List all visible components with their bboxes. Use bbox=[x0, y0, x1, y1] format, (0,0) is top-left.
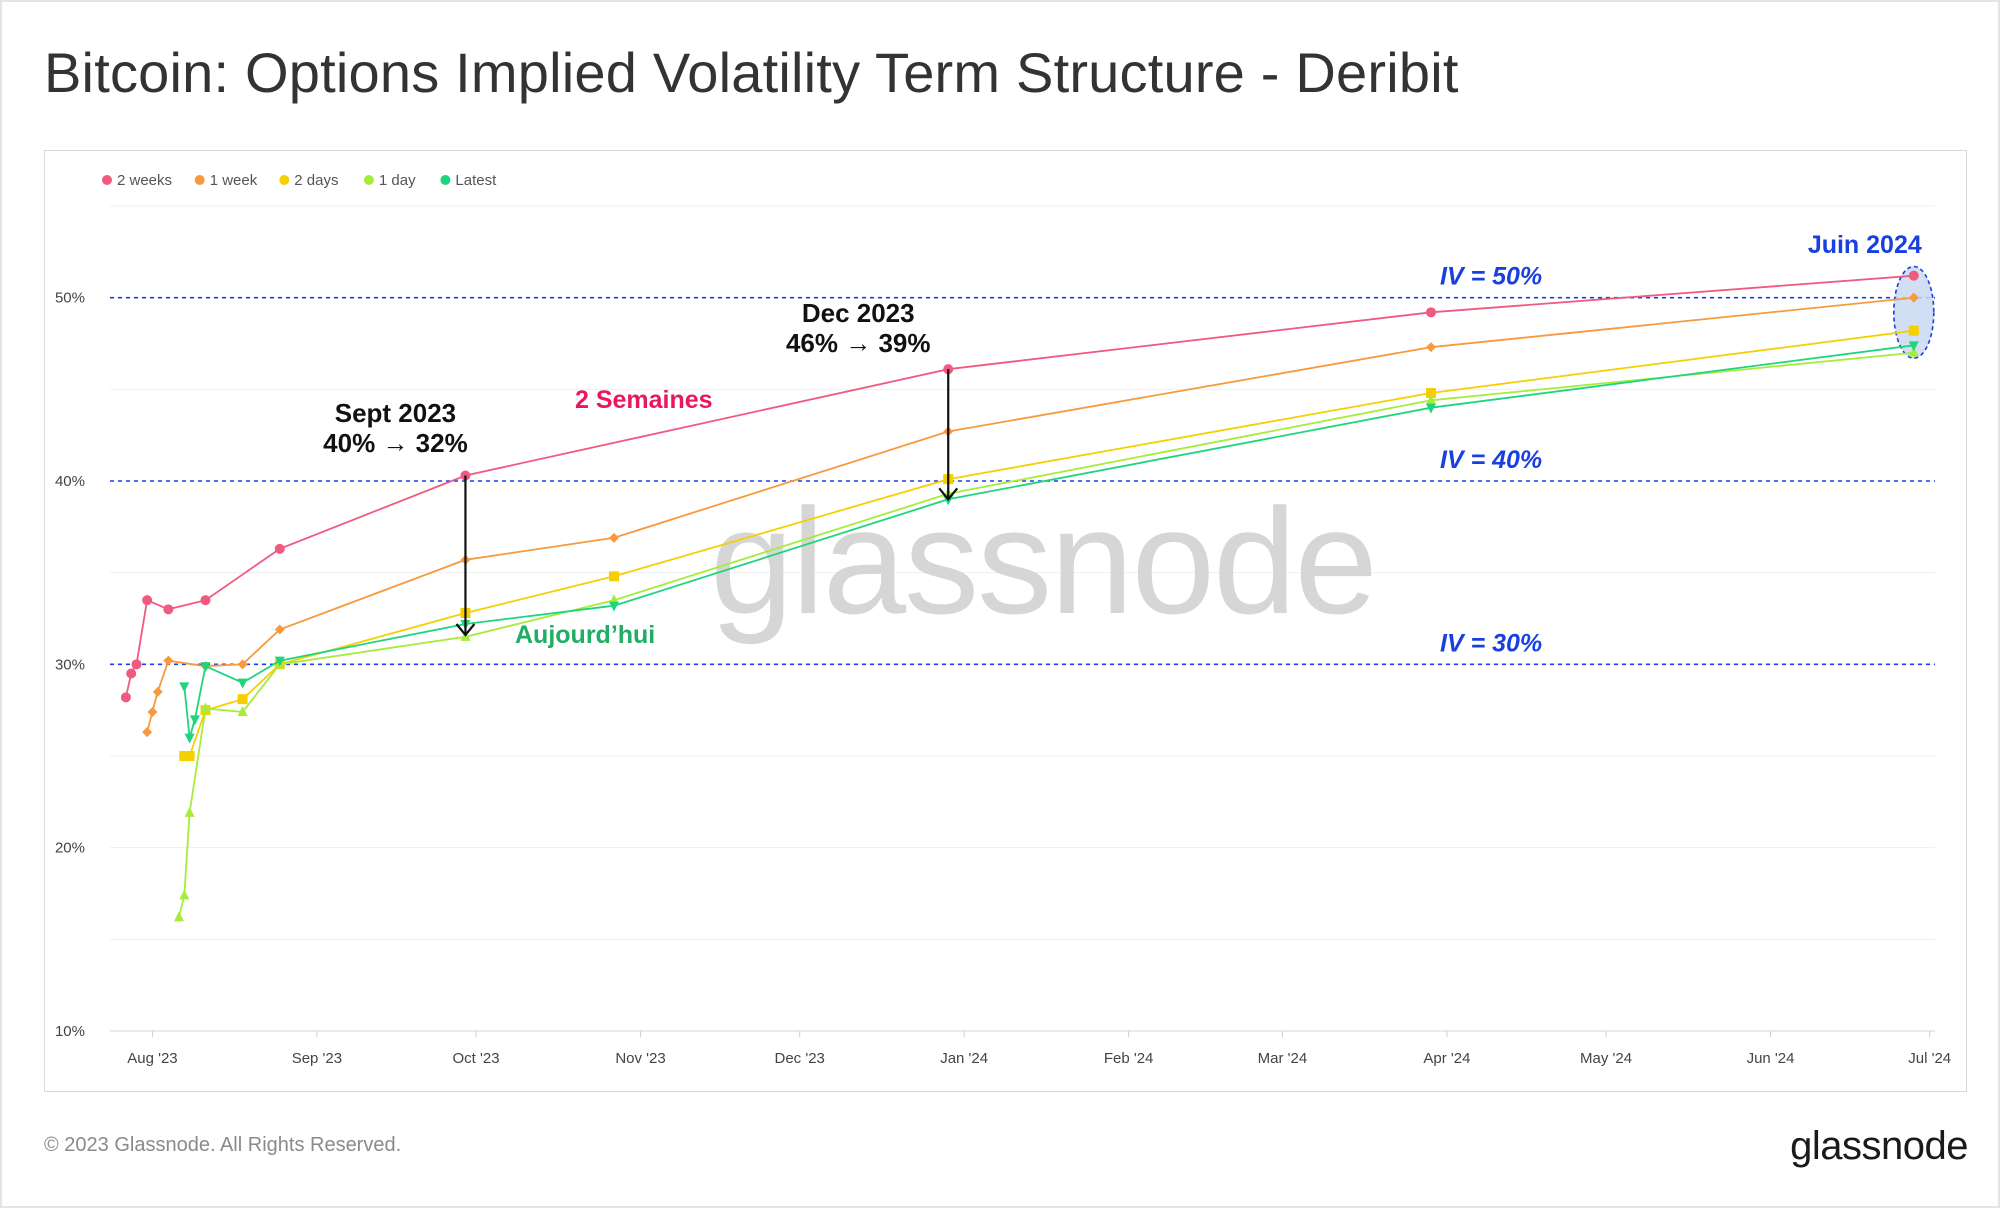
reference-label-30: IV = 30% bbox=[1440, 629, 1542, 657]
june-highlight-ellipse bbox=[1892, 265, 1935, 359]
legend-label-1-day: 1 day bbox=[379, 172, 416, 189]
legend-dot-latest bbox=[440, 175, 451, 185]
data-point-2-days bbox=[179, 751, 190, 761]
page-title: Bitcoin: Options Implied Volatility Term… bbox=[44, 41, 1459, 104]
data-point-2-days bbox=[184, 751, 195, 761]
data-point-2-weeks bbox=[274, 543, 285, 554]
data-point-1-day bbox=[1426, 394, 1437, 405]
chart-panel: glassnode IV = 50% IV = 40% IV = 30% 10% 20… bbox=[44, 150, 1967, 1092]
data-point-2-days bbox=[237, 694, 248, 705]
legend-dot-1-week bbox=[194, 175, 205, 185]
annotation-dec-arrow-head bbox=[938, 487, 959, 502]
data-point-1-day bbox=[1908, 346, 1919, 357]
y-tick-label: 50% bbox=[55, 290, 85, 307]
footer-logo: glassnode bbox=[1790, 1124, 1968, 1168]
x-tick-label: Jan '24 bbox=[940, 1050, 988, 1067]
x-tick-label: Mar '24 bbox=[1258, 1050, 1308, 1067]
data-point-latest bbox=[184, 733, 195, 744]
watermark: glassnode bbox=[710, 477, 1376, 645]
data-point-latest bbox=[179, 682, 190, 693]
data-point-1-week bbox=[1908, 292, 1919, 303]
data-point-1-week bbox=[608, 532, 619, 543]
data-point-latest bbox=[608, 601, 619, 612]
series-line-2-days bbox=[184, 329, 1914, 757]
data-point-2-weeks bbox=[120, 692, 131, 703]
data-point-1-week bbox=[237, 659, 248, 670]
y-tick-label: 40% bbox=[55, 473, 85, 490]
data-point-2-weeks bbox=[126, 668, 137, 679]
data-point-1-day bbox=[184, 806, 195, 817]
data-point-2-days bbox=[608, 571, 619, 582]
annotation-sept-title: Sept 2023 bbox=[335, 398, 456, 428]
x-tick-label: Jun '24 bbox=[1747, 1050, 1795, 1067]
data-point-1-week bbox=[152, 686, 163, 697]
data-point-1-week bbox=[147, 707, 158, 717]
data-point-1-day bbox=[608, 594, 619, 605]
data-point-2-weeks bbox=[1908, 270, 1919, 281]
data-point-latest bbox=[1908, 341, 1919, 352]
data-point-2-weeks bbox=[142, 595, 153, 606]
axes: 10% 20% 30% 40% 50% Aug '23 Sep '23 Oct '23 Nov … bbox=[55, 290, 1951, 1067]
legend-label-1-week: 1 week bbox=[210, 172, 258, 189]
y-tick-label: 10% bbox=[55, 1023, 85, 1040]
data-point-2-weeks bbox=[131, 659, 142, 670]
x-tick-label: Dec '23 bbox=[774, 1050, 824, 1067]
x-tick-label: Jul '24 bbox=[1908, 1050, 1951, 1067]
annotation-two-weeks: 2 Semaines bbox=[575, 386, 713, 414]
legend-label-2-weeks: 2 weeks bbox=[117, 172, 172, 189]
annotation-sept-change: 40% → 32% bbox=[323, 428, 468, 458]
x-tick-label: Apr '24 bbox=[1423, 1050, 1470, 1067]
data-point-1-day bbox=[179, 889, 190, 900]
x-tick-label: Oct '23 bbox=[453, 1050, 500, 1067]
legend-label-2-days: 2 days bbox=[294, 172, 338, 189]
annotation-sept-arrow-head bbox=[455, 623, 476, 637]
annotation-dec-title: Dec 2023 bbox=[802, 298, 915, 328]
data-point-latest bbox=[274, 656, 285, 667]
data-point-2-weeks bbox=[200, 595, 211, 606]
data-point-latest bbox=[237, 678, 248, 689]
data-point-2-weeks bbox=[1426, 307, 1437, 318]
x-tick-label: Feb '24 bbox=[1104, 1050, 1154, 1067]
data-point-1-day bbox=[200, 702, 211, 713]
data-point-1-week bbox=[274, 624, 285, 635]
reference-label-40: IV = 40% bbox=[1440, 446, 1542, 474]
data-point-2-weeks bbox=[163, 604, 174, 615]
legend-dot-2-days bbox=[279, 175, 290, 185]
data-point-latest bbox=[200, 662, 211, 673]
data-point-1-day bbox=[237, 706, 248, 716]
footer-copyright: © 2023 Glassnode. All Rights Reserved. bbox=[44, 1134, 402, 1156]
legend-dot-2-weeks bbox=[102, 175, 112, 185]
reference-label-50: IV = 50% bbox=[1440, 263, 1542, 291]
x-tick-label: Sep '23 bbox=[292, 1050, 342, 1067]
annotation-today: Aujourd’hui bbox=[515, 621, 655, 649]
data-point-1-day bbox=[173, 911, 184, 922]
legend-dot-1-day bbox=[363, 175, 374, 185]
x-tick-label: May '24 bbox=[1580, 1050, 1632, 1067]
x-tick-label: Aug '23 bbox=[127, 1050, 177, 1067]
y-tick-label: 30% bbox=[55, 656, 85, 673]
data-point-2-days bbox=[1908, 325, 1919, 336]
annotation-june-2024: Juin 2024 bbox=[1808, 231, 1922, 259]
legend-label-latest: Latest bbox=[455, 172, 497, 189]
chart-svg: glassnode IV = 50% IV = 40% IV = 30% 10% 20… bbox=[55, 172, 1951, 1067]
data-point-2-days bbox=[1426, 388, 1437, 398]
data-point-latest bbox=[189, 715, 200, 726]
x-tick-label: Nov '23 bbox=[615, 1050, 665, 1067]
data-point-1-week bbox=[163, 655, 174, 666]
data-point-latest bbox=[1426, 403, 1437, 414]
series-group bbox=[120, 265, 1935, 922]
legend: 2 weeks 1 week 2 days 1 day Latest bbox=[102, 172, 497, 189]
y-tick-label: 20% bbox=[55, 840, 85, 857]
data-point-1-week bbox=[142, 727, 153, 738]
annotation-dec-change: 46% → 39% bbox=[786, 328, 931, 358]
data-point-1-week bbox=[1426, 342, 1437, 353]
